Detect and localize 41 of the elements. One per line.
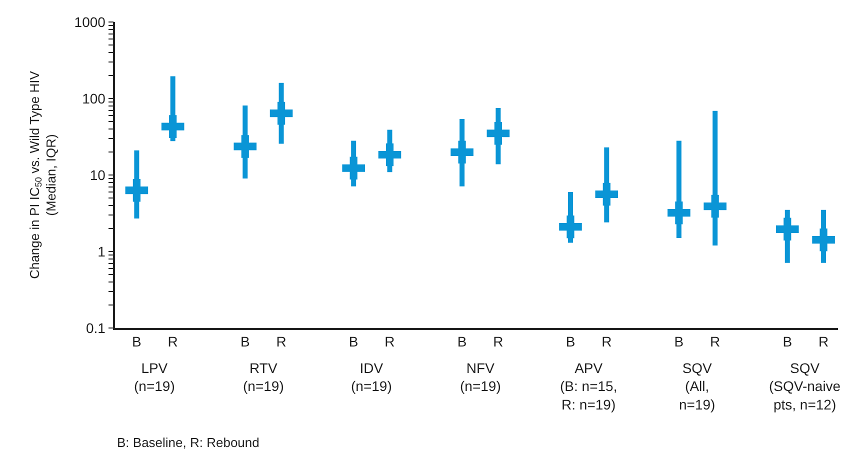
x-tick-label: R [818, 334, 829, 350]
y-tick-label: 10 [90, 166, 106, 183]
text: B: Baseline, R: Rebound [117, 435, 260, 450]
y-tick-label: 100 [82, 90, 106, 106]
y-tick-label: 0.1 [86, 320, 106, 336]
point [270, 102, 293, 125]
x-tick-label: R [168, 334, 178, 350]
point [161, 115, 184, 138]
point [125, 178, 148, 202]
point [704, 194, 726, 218]
point [776, 218, 799, 241]
x-tick-label: B [566, 334, 576, 350]
point [668, 201, 690, 224]
text: NFV (n=19) [460, 360, 501, 394]
text: APV (B: n=15, R: n=19) [560, 360, 618, 412]
point [595, 182, 618, 206]
x-tick-label: R [710, 334, 720, 350]
x-tick-label: B [457, 334, 467, 350]
x-tick-label: B [674, 334, 684, 350]
y-tick-label: 1000 [74, 14, 106, 30]
point [812, 228, 835, 252]
point [450, 140, 474, 164]
x-tick-label: R [602, 334, 612, 350]
point [559, 215, 582, 238]
x-tick-label: R [493, 334, 504, 350]
point [486, 122, 510, 145]
x-tick-label: R [384, 334, 395, 350]
text: LPV (n=19) [134, 360, 175, 394]
x-tick-label: R [276, 334, 286, 350]
text: RTV (n=19) [243, 360, 284, 394]
text: IDV (n=19) [351, 360, 392, 394]
x-tick-label: B [132, 334, 142, 350]
x-tick-label: B [782, 334, 792, 350]
point [342, 156, 365, 180]
x-tick-label: B [348, 334, 358, 350]
y-tick-label: 1 [98, 243, 106, 260]
x-tick-label: B [240, 334, 250, 350]
text: SQV (All, n=19) [679, 360, 716, 412]
point [378, 143, 402, 166]
point [234, 135, 257, 158]
text: SQV (SQV-naive pts, n=12) [769, 360, 841, 412]
